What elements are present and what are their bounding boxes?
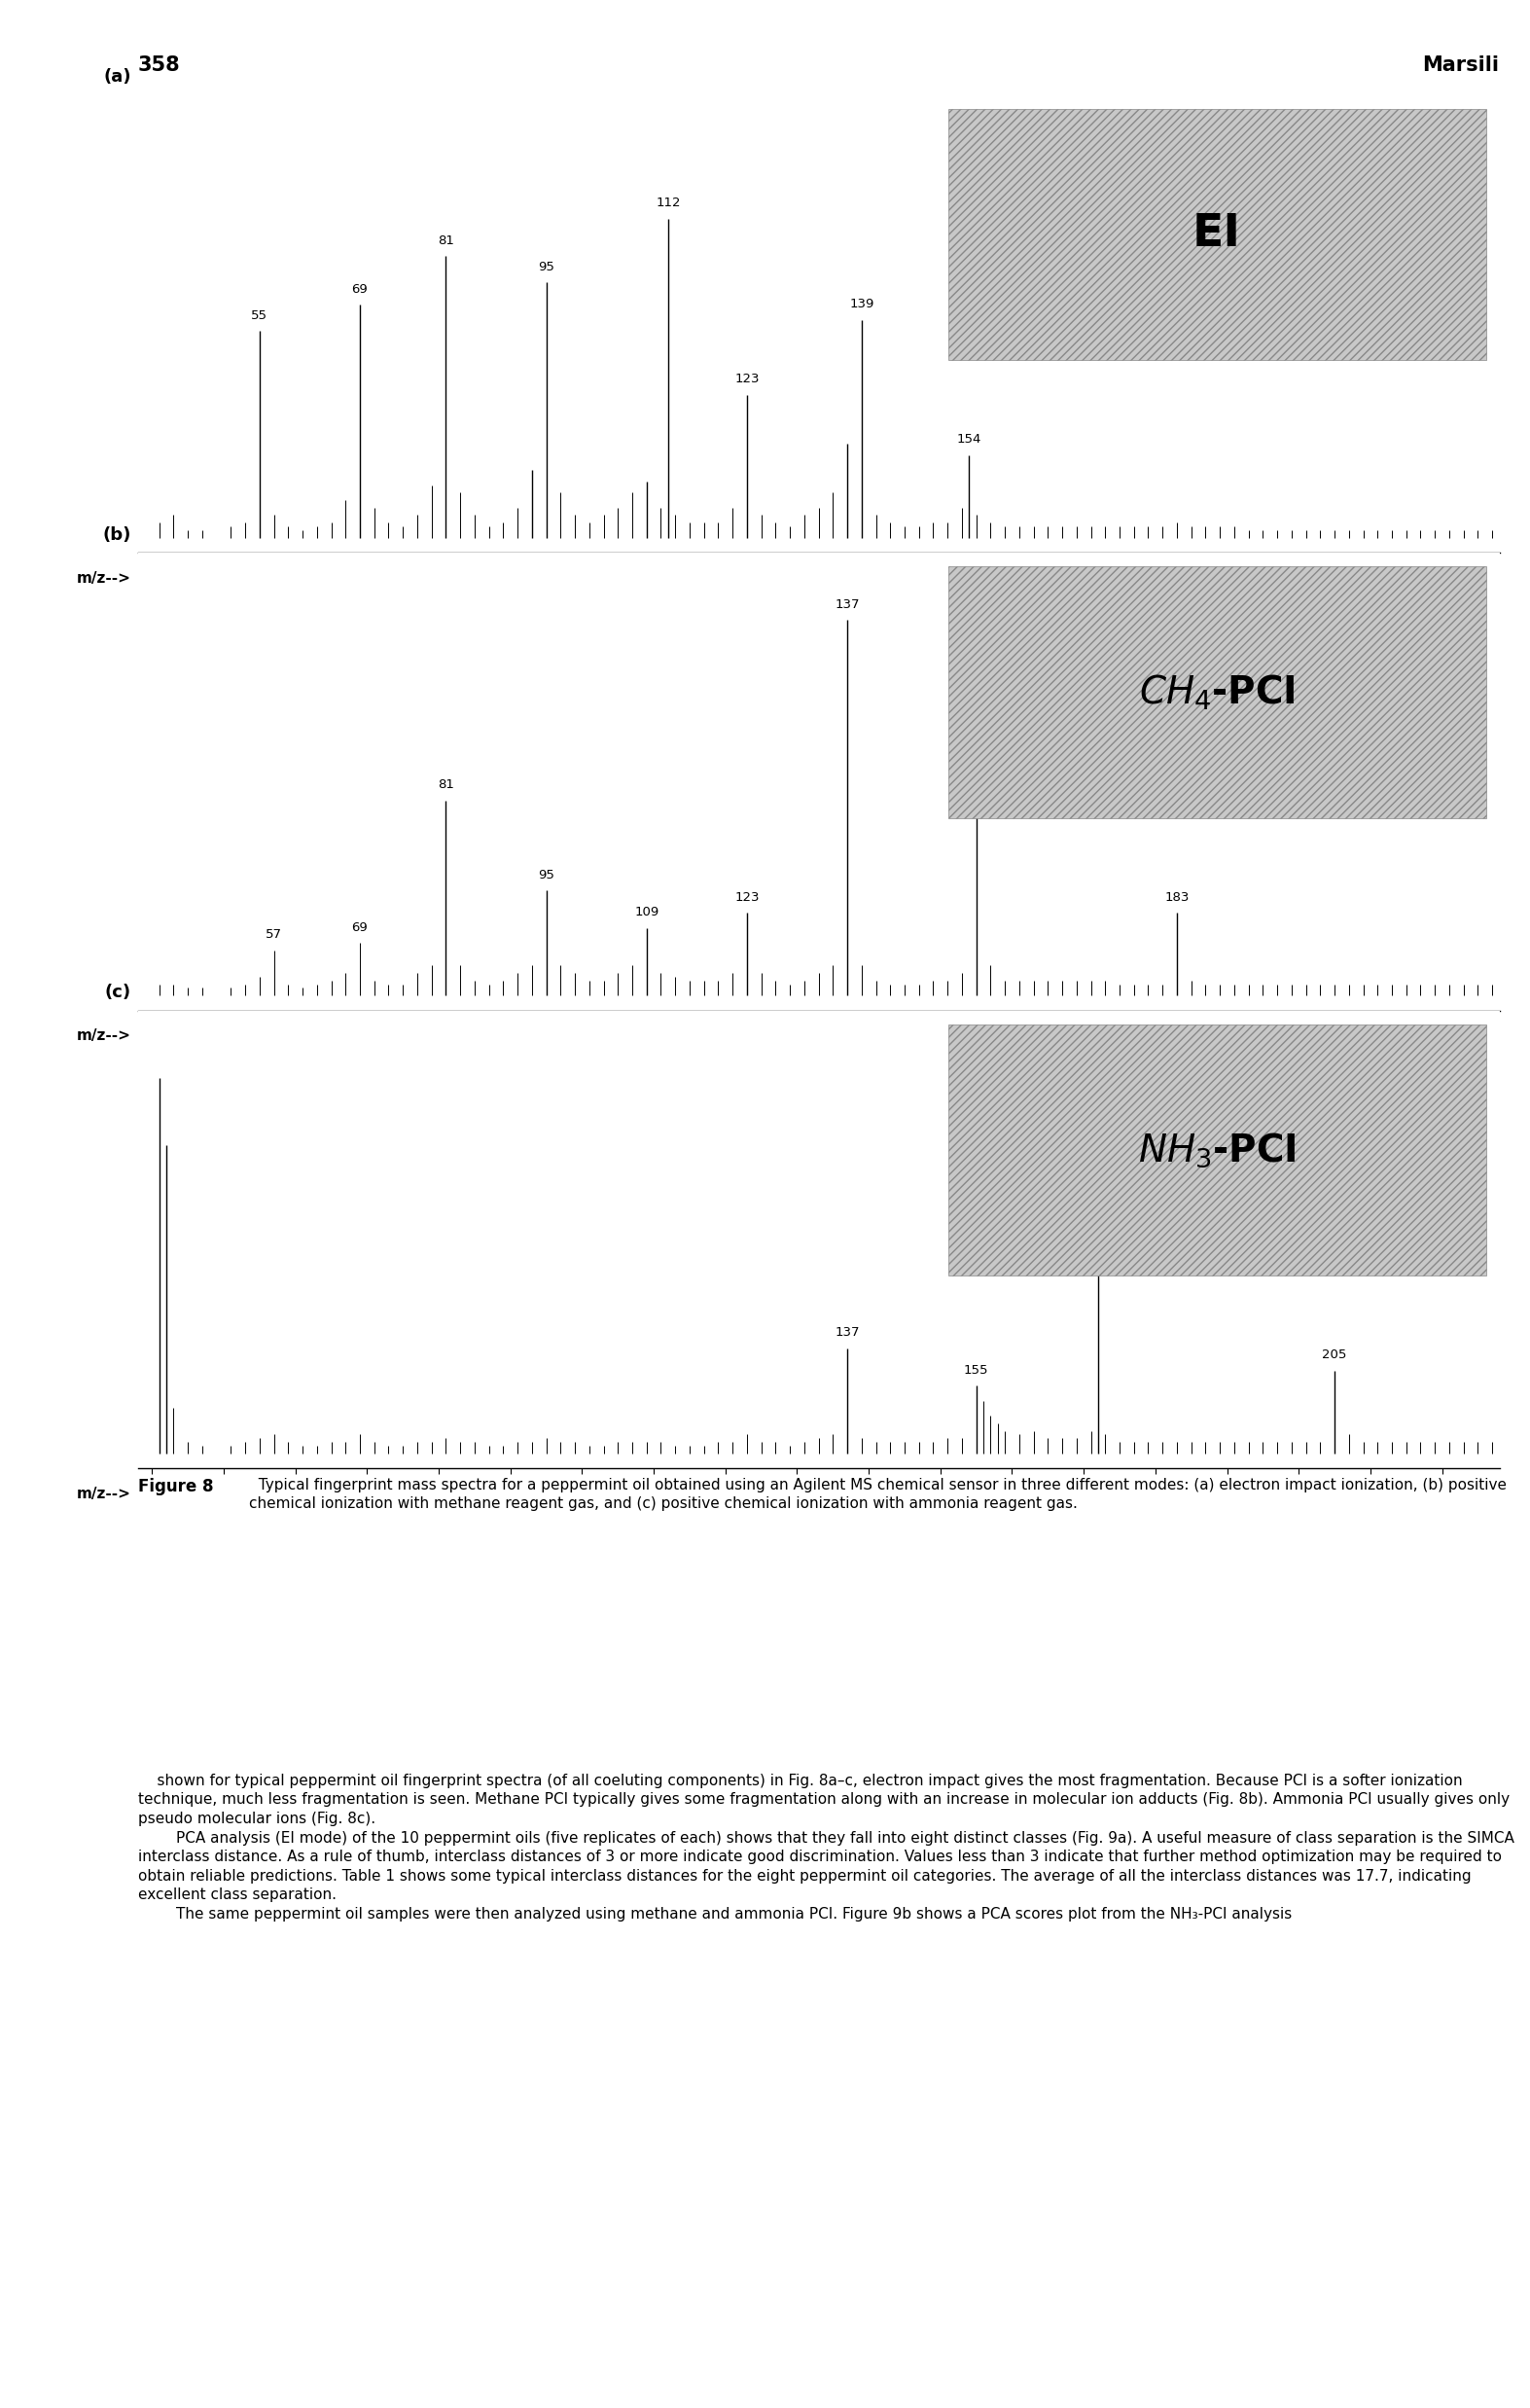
Text: m/z-->: m/z--> xyxy=(76,571,132,585)
Text: 183: 183 xyxy=(1164,891,1189,903)
Text: 95: 95 xyxy=(539,260,554,272)
Text: 123: 123 xyxy=(734,891,759,903)
Text: 81: 81 xyxy=(438,234,454,246)
Text: 69: 69 xyxy=(352,920,369,934)
Text: EI: EI xyxy=(1192,212,1241,255)
Text: (c): (c) xyxy=(104,985,132,1002)
Text: 123: 123 xyxy=(734,373,759,385)
Text: 137: 137 xyxy=(835,597,860,612)
Text: (b): (b) xyxy=(103,525,132,544)
Text: m/z-->: m/z--> xyxy=(76,1486,132,1500)
Text: 155: 155 xyxy=(964,628,988,641)
Text: 109: 109 xyxy=(635,905,659,917)
Bar xyxy=(949,566,1486,819)
Text: (a): (a) xyxy=(103,67,132,87)
Text: m/z-->: m/z--> xyxy=(76,1028,132,1043)
Bar xyxy=(949,108,1486,361)
Text: 154: 154 xyxy=(956,433,981,445)
Text: 57: 57 xyxy=(266,929,282,942)
Text: 155: 155 xyxy=(964,1363,988,1377)
Text: Figure 8: Figure 8 xyxy=(138,1479,213,1495)
Text: 137: 137 xyxy=(835,1327,860,1339)
Text: 205: 205 xyxy=(1322,1348,1346,1361)
Text: 172: 172 xyxy=(1086,1074,1111,1088)
Text: shown for typical peppermint oil fingerprint spectra (of all coeluting component: shown for typical peppermint oil fingerp… xyxy=(138,1772,1513,1922)
Text: 95: 95 xyxy=(539,869,554,881)
Text: 139: 139 xyxy=(849,299,874,311)
Bar xyxy=(949,1023,1486,1276)
Text: $CH_4$-PCI: $CH_4$-PCI xyxy=(1138,672,1294,713)
Text: 81: 81 xyxy=(438,778,454,790)
Text: 112: 112 xyxy=(656,197,681,209)
Text: 358: 358 xyxy=(138,55,181,75)
Text: Marsili: Marsili xyxy=(1423,55,1499,75)
Text: Typical fingerprint mass spectra for a peppermint oil obtained using an Agilent : Typical fingerprint mass spectra for a p… xyxy=(249,1479,1507,1510)
Text: 69: 69 xyxy=(352,282,369,296)
Text: $NH_3$-PCI: $NH_3$-PCI xyxy=(1138,1132,1296,1170)
Text: 55: 55 xyxy=(251,308,268,323)
